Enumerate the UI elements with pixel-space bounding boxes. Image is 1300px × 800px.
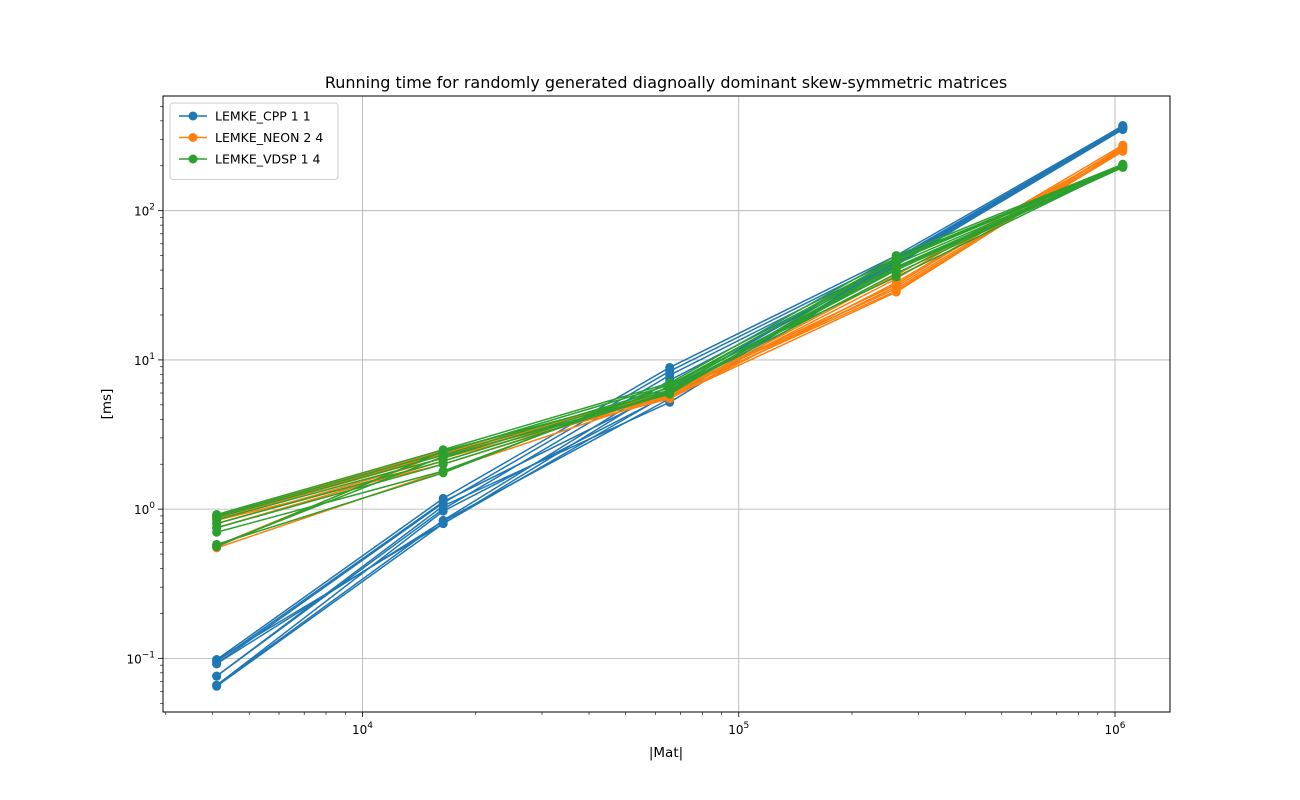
data-point <box>212 680 222 690</box>
legend-marker <box>188 111 198 121</box>
data-point <box>438 519 448 529</box>
data-point <box>438 468 448 478</box>
data-point <box>212 655 222 665</box>
legend-marker <box>188 154 198 164</box>
grid <box>163 96 1170 712</box>
data-point <box>891 263 901 273</box>
data-point <box>891 272 901 282</box>
x-tick-label: 106 <box>1105 721 1126 737</box>
legend-marker <box>188 133 198 142</box>
legend-label: LEMKE_NEON 2 4 <box>215 130 323 145</box>
data-point <box>438 452 448 462</box>
data-point <box>212 671 222 681</box>
plot-series <box>212 121 1128 691</box>
data-point <box>1118 160 1128 170</box>
data-point <box>891 255 901 265</box>
legend: LEMKE_CPP 1 1 LEMKE_NEON 2 4 LEMKE_VDSP 1 … <box>169 102 339 180</box>
x-tick-label: 104 <box>352 721 373 737</box>
data-point <box>212 527 222 537</box>
legend-box <box>169 102 339 180</box>
data-point <box>438 459 448 469</box>
x-axis-label: |Mat| <box>649 745 683 761</box>
data-point <box>665 379 675 389</box>
data-point <box>665 389 675 399</box>
y-axis-label: [ms] <box>99 389 115 420</box>
series-group <box>212 159 1128 552</box>
x-tick-label: 105 <box>728 721 749 737</box>
data-point <box>438 501 448 511</box>
y-tick-label: 10−1 <box>126 650 155 666</box>
legend-label: LEMKE_CPP 1 1 <box>215 109 311 124</box>
data-point <box>1118 121 1128 131</box>
axis-ticks: 104 105 106 10−1 100 101 102 <box>126 106 1126 737</box>
series-group <box>212 121 1128 691</box>
y-tick-label: 101 <box>134 352 155 368</box>
y-tick-label: 100 <box>134 501 155 517</box>
legend-label: LEMKE_VDSP 1 4 <box>215 152 321 167</box>
chart-title: Running time for randomly generated diag… <box>325 73 1007 92</box>
plot-frame <box>162 95 1171 713</box>
data-point <box>212 541 222 551</box>
y-tick-label: 102 <box>134 203 155 219</box>
data-point <box>891 287 901 297</box>
data-point <box>891 280 901 290</box>
data-point <box>1118 142 1128 152</box>
